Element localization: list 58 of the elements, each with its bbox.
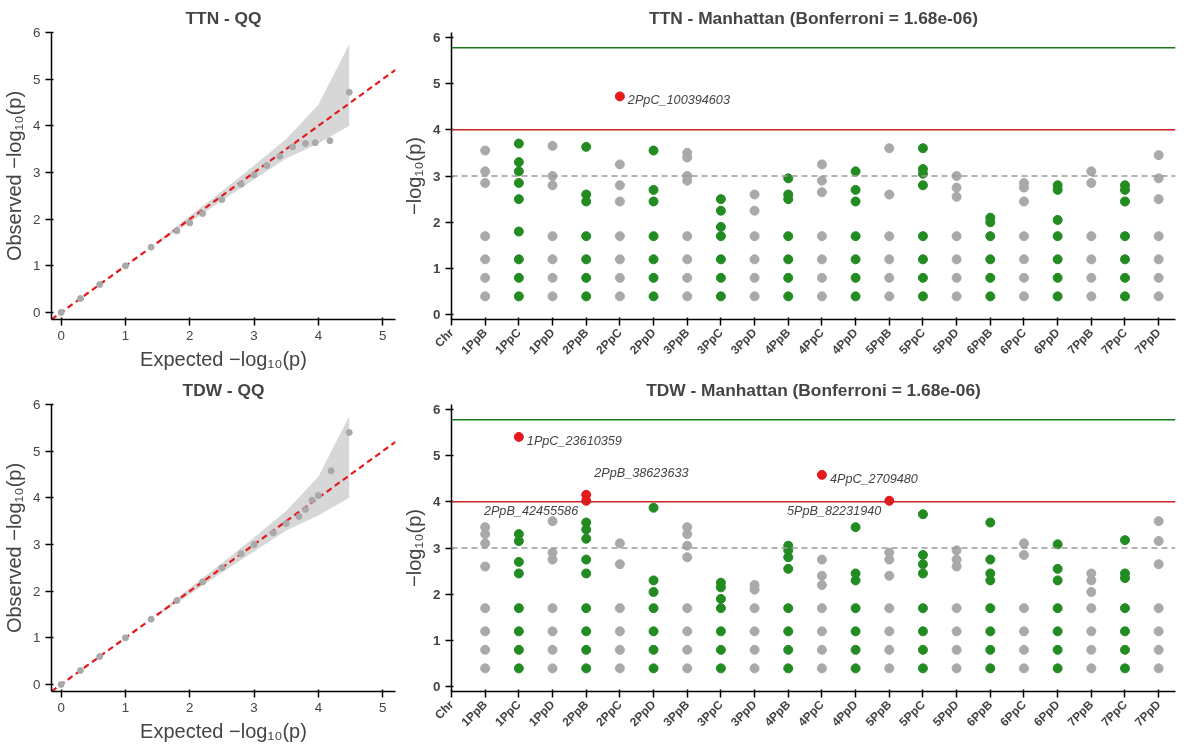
x-tick-label: 2 <box>186 699 194 715</box>
x-tick-label: 0 <box>57 327 65 343</box>
annotation: 2PpB_42455586 <box>482 503 580 518</box>
y-tick-label: 0 <box>33 305 41 320</box>
chart-title: TDW - QQ <box>182 379 265 400</box>
y-tick-label: 2 <box>33 211 41 227</box>
x-tick-label: 5 <box>378 699 387 715</box>
y-tick-label: 3 <box>433 168 441 184</box>
y-tick-label: 0 <box>433 679 441 695</box>
y-tick-label: 1 <box>33 258 41 274</box>
x-tick-label: 0 <box>57 699 65 715</box>
y-tick-label: 4 <box>433 122 442 138</box>
y-tick-label: 3 <box>433 540 441 556</box>
x-tick-label: 1 <box>121 327 130 343</box>
y-tick-label: 6 <box>433 29 441 45</box>
chart-title: TTN - QQ <box>185 7 262 28</box>
x-tick-label: 4 <box>314 327 323 343</box>
y-tick-label: 3 <box>33 537 41 552</box>
y-axis-title: Observed −log₁₀(p) <box>3 462 26 634</box>
annotation: 5PpB_82231940 <box>786 503 882 518</box>
annotation: 2PpC_100394603 <box>626 93 730 108</box>
x-tick-label: 4 <box>314 699 323 715</box>
y-tick-label: 0 <box>433 307 441 323</box>
y-tick-label: 5 <box>433 75 442 91</box>
y-tick-label: 3 <box>33 165 41 180</box>
y-tick-label: 5 <box>33 71 41 87</box>
x-axis-title: Expected −log₁₀(p) <box>140 347 307 370</box>
y-tick-label: 6 <box>33 397 41 412</box>
y-tick-label: 2 <box>433 214 441 230</box>
y-tick-label: 0 <box>33 677 41 692</box>
y-tick-label: 4 <box>433 494 442 510</box>
y-axis-title: −log₁₀(p) <box>403 509 426 587</box>
y-tick-label: 1 <box>433 261 442 277</box>
x-axis-title: Expected −log₁₀(p) <box>140 719 307 742</box>
chart-title: TDW - Manhattan (Bonferroni = 1.68e-06) <box>646 379 981 400</box>
x-axis-title: Chr <box>431 697 457 723</box>
x-tick-label: 1 <box>121 699 130 715</box>
x-tick-label: 5 <box>378 327 387 343</box>
annotation: 4PpC_2709480 <box>829 471 918 486</box>
annotation: 1PpC_23610359 <box>526 433 622 448</box>
y-tick-label: 6 <box>433 401 441 417</box>
y-tick-label: 1 <box>33 630 41 646</box>
x-tick-label: 3 <box>250 327 258 343</box>
y-tick-label: 1 <box>433 633 442 649</box>
y-tick-label: 5 <box>33 443 41 459</box>
y-axis-title: Observed −log₁₀(p) <box>3 90 26 262</box>
annotation: 2PpB_38623633 <box>593 465 689 480</box>
x-tick-label: 3 <box>250 699 258 715</box>
y-tick-label: 2 <box>433 586 441 602</box>
y-tick-label: 4 <box>33 118 42 134</box>
chart-title: TTN - Manhattan (Bonferroni = 1.68e-06) <box>649 7 978 28</box>
y-tick-label: 5 <box>433 447 442 463</box>
y-tick-label: 4 <box>33 490 42 506</box>
y-axis-title: −log₁₀(p) <box>403 137 426 215</box>
y-tick-label: 6 <box>33 25 41 40</box>
x-tick-label: 2 <box>186 327 194 343</box>
y-tick-label: 2 <box>33 583 41 599</box>
x-axis-title: Chr <box>431 325 457 351</box>
